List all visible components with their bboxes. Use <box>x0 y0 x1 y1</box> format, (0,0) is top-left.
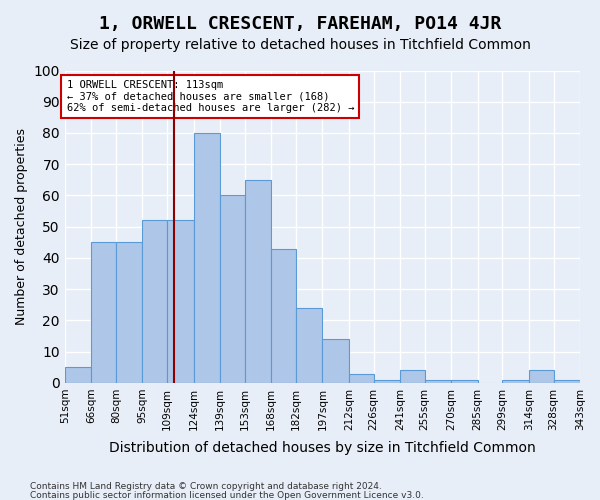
Bar <box>529 370 554 383</box>
Bar <box>451 380 478 383</box>
Bar <box>271 248 296 383</box>
Bar <box>374 380 400 383</box>
Bar <box>322 339 349 383</box>
Bar <box>349 374 374 383</box>
Text: Contains public sector information licensed under the Open Government Licence v3: Contains public sector information licen… <box>30 490 424 500</box>
Bar <box>400 370 425 383</box>
Bar <box>91 242 116 383</box>
Bar <box>554 380 580 383</box>
Y-axis label: Number of detached properties: Number of detached properties <box>15 128 28 325</box>
Text: Size of property relative to detached houses in Titchfield Common: Size of property relative to detached ho… <box>70 38 530 52</box>
X-axis label: Distribution of detached houses by size in Titchfield Common: Distribution of detached houses by size … <box>109 441 536 455</box>
Bar <box>502 380 529 383</box>
Bar <box>425 380 451 383</box>
Text: Contains HM Land Registry data © Crown copyright and database right 2024.: Contains HM Land Registry data © Crown c… <box>30 482 382 491</box>
Bar <box>220 196 245 383</box>
Bar <box>296 308 322 383</box>
Text: 1, ORWELL CRESCENT, FAREHAM, PO14 4JR: 1, ORWELL CRESCENT, FAREHAM, PO14 4JR <box>99 15 501 33</box>
Bar <box>65 368 91 383</box>
Bar <box>116 242 142 383</box>
Bar <box>142 220 167 383</box>
Bar <box>167 220 194 383</box>
Text: 1 ORWELL CRESCENT: 113sqm
← 37% of detached houses are smaller (168)
62% of semi: 1 ORWELL CRESCENT: 113sqm ← 37% of detac… <box>67 80 354 113</box>
Bar <box>194 133 220 383</box>
Bar <box>245 180 271 383</box>
